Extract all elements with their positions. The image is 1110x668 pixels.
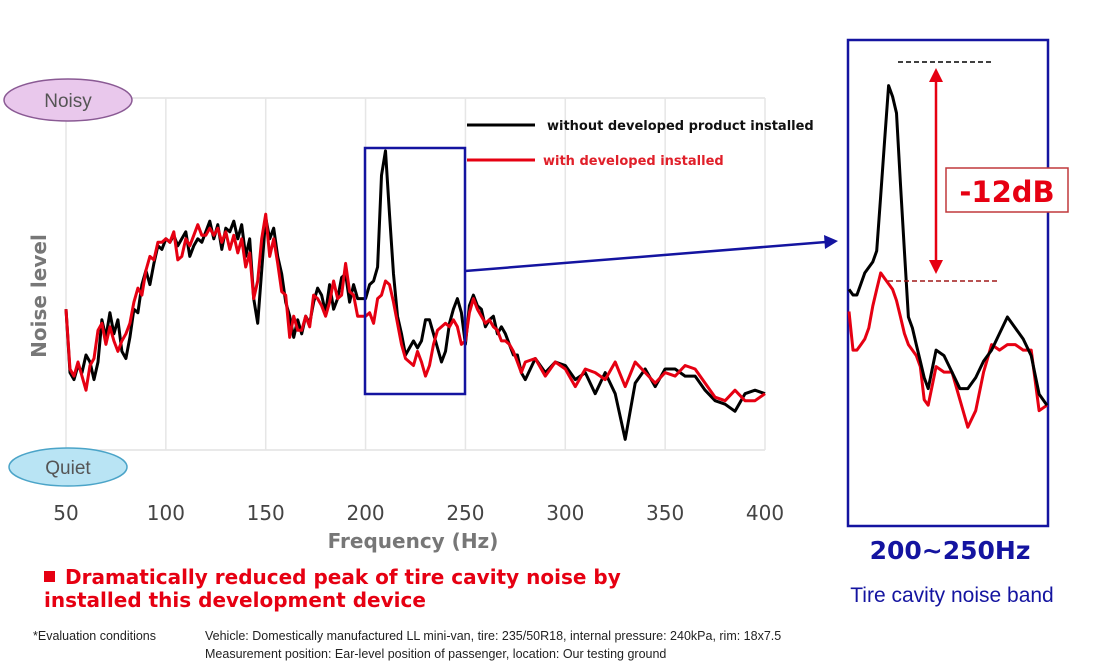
x-tick-label: 300: [546, 501, 584, 525]
arrow-down-icon: [929, 260, 943, 274]
grid: [65, 97, 766, 451]
quiet-pill: Quiet: [8, 447, 128, 487]
band-range-title: 200~250Hz: [869, 536, 1031, 565]
reduction-value: -12dB: [959, 175, 1054, 209]
zoom-arrow-line: [464, 240, 827, 273]
headline: Dramatically reduced peak of tire cavity…: [44, 566, 804, 612]
reduction-badge: [945, 167, 1069, 213]
x-tick-label: 250: [446, 501, 484, 525]
x-tick-label: 50: [53, 501, 78, 525]
headline-line-2: installed this development device: [44, 588, 426, 612]
conditions-line-2: Measurement position: Ear-level position…: [205, 647, 667, 661]
noisy-pill: Noisy: [3, 78, 133, 122]
x-tick-label: 100: [147, 501, 185, 525]
inset-line-without: [847, 84, 1049, 407]
series-line-with: [64, 212, 766, 403]
arrow-up-icon: [929, 68, 943, 82]
x-tick-label: 150: [247, 501, 285, 525]
zoom-arrow-head-icon: [824, 235, 838, 249]
x-axis-label: Frequency (Hz): [328, 529, 499, 553]
x-axis-ticks: 50 100 150 200 250 300 350 400: [53, 501, 784, 525]
x-tick-label: 200: [346, 501, 384, 525]
band-subtitle: Tire cavity noise band: [850, 584, 1054, 607]
main-series: [64, 149, 766, 441]
headline-line-1: Dramatically reduced peak of tire cavity…: [65, 565, 621, 589]
quiet-label: Quiet: [45, 458, 91, 479]
x-tick-label: 400: [746, 501, 784, 525]
series-line-without: [64, 149, 766, 441]
legend-label-with: with developed installed: [543, 154, 724, 169]
legend: without developed product installed with…: [467, 119, 814, 169]
conditions-line-1: Vehicle: Domestically manufactured LL mi…: [205, 629, 782, 643]
y-axis-label: Noise level: [27, 234, 51, 358]
inset-line-with: [847, 271, 1048, 429]
noisy-label: Noisy: [44, 91, 92, 112]
evaluation-conditions: *Evaluation conditions Vehicle: Domestica…: [33, 627, 781, 663]
conditions-label: *Evaluation conditions: [33, 629, 156, 643]
x-tick-label: 350: [646, 501, 684, 525]
legend-label-without: without developed product installed: [547, 119, 814, 134]
inset-series: [847, 84, 1049, 429]
inset-box: [846, 38, 1050, 528]
bullet-square-icon: [44, 571, 55, 582]
